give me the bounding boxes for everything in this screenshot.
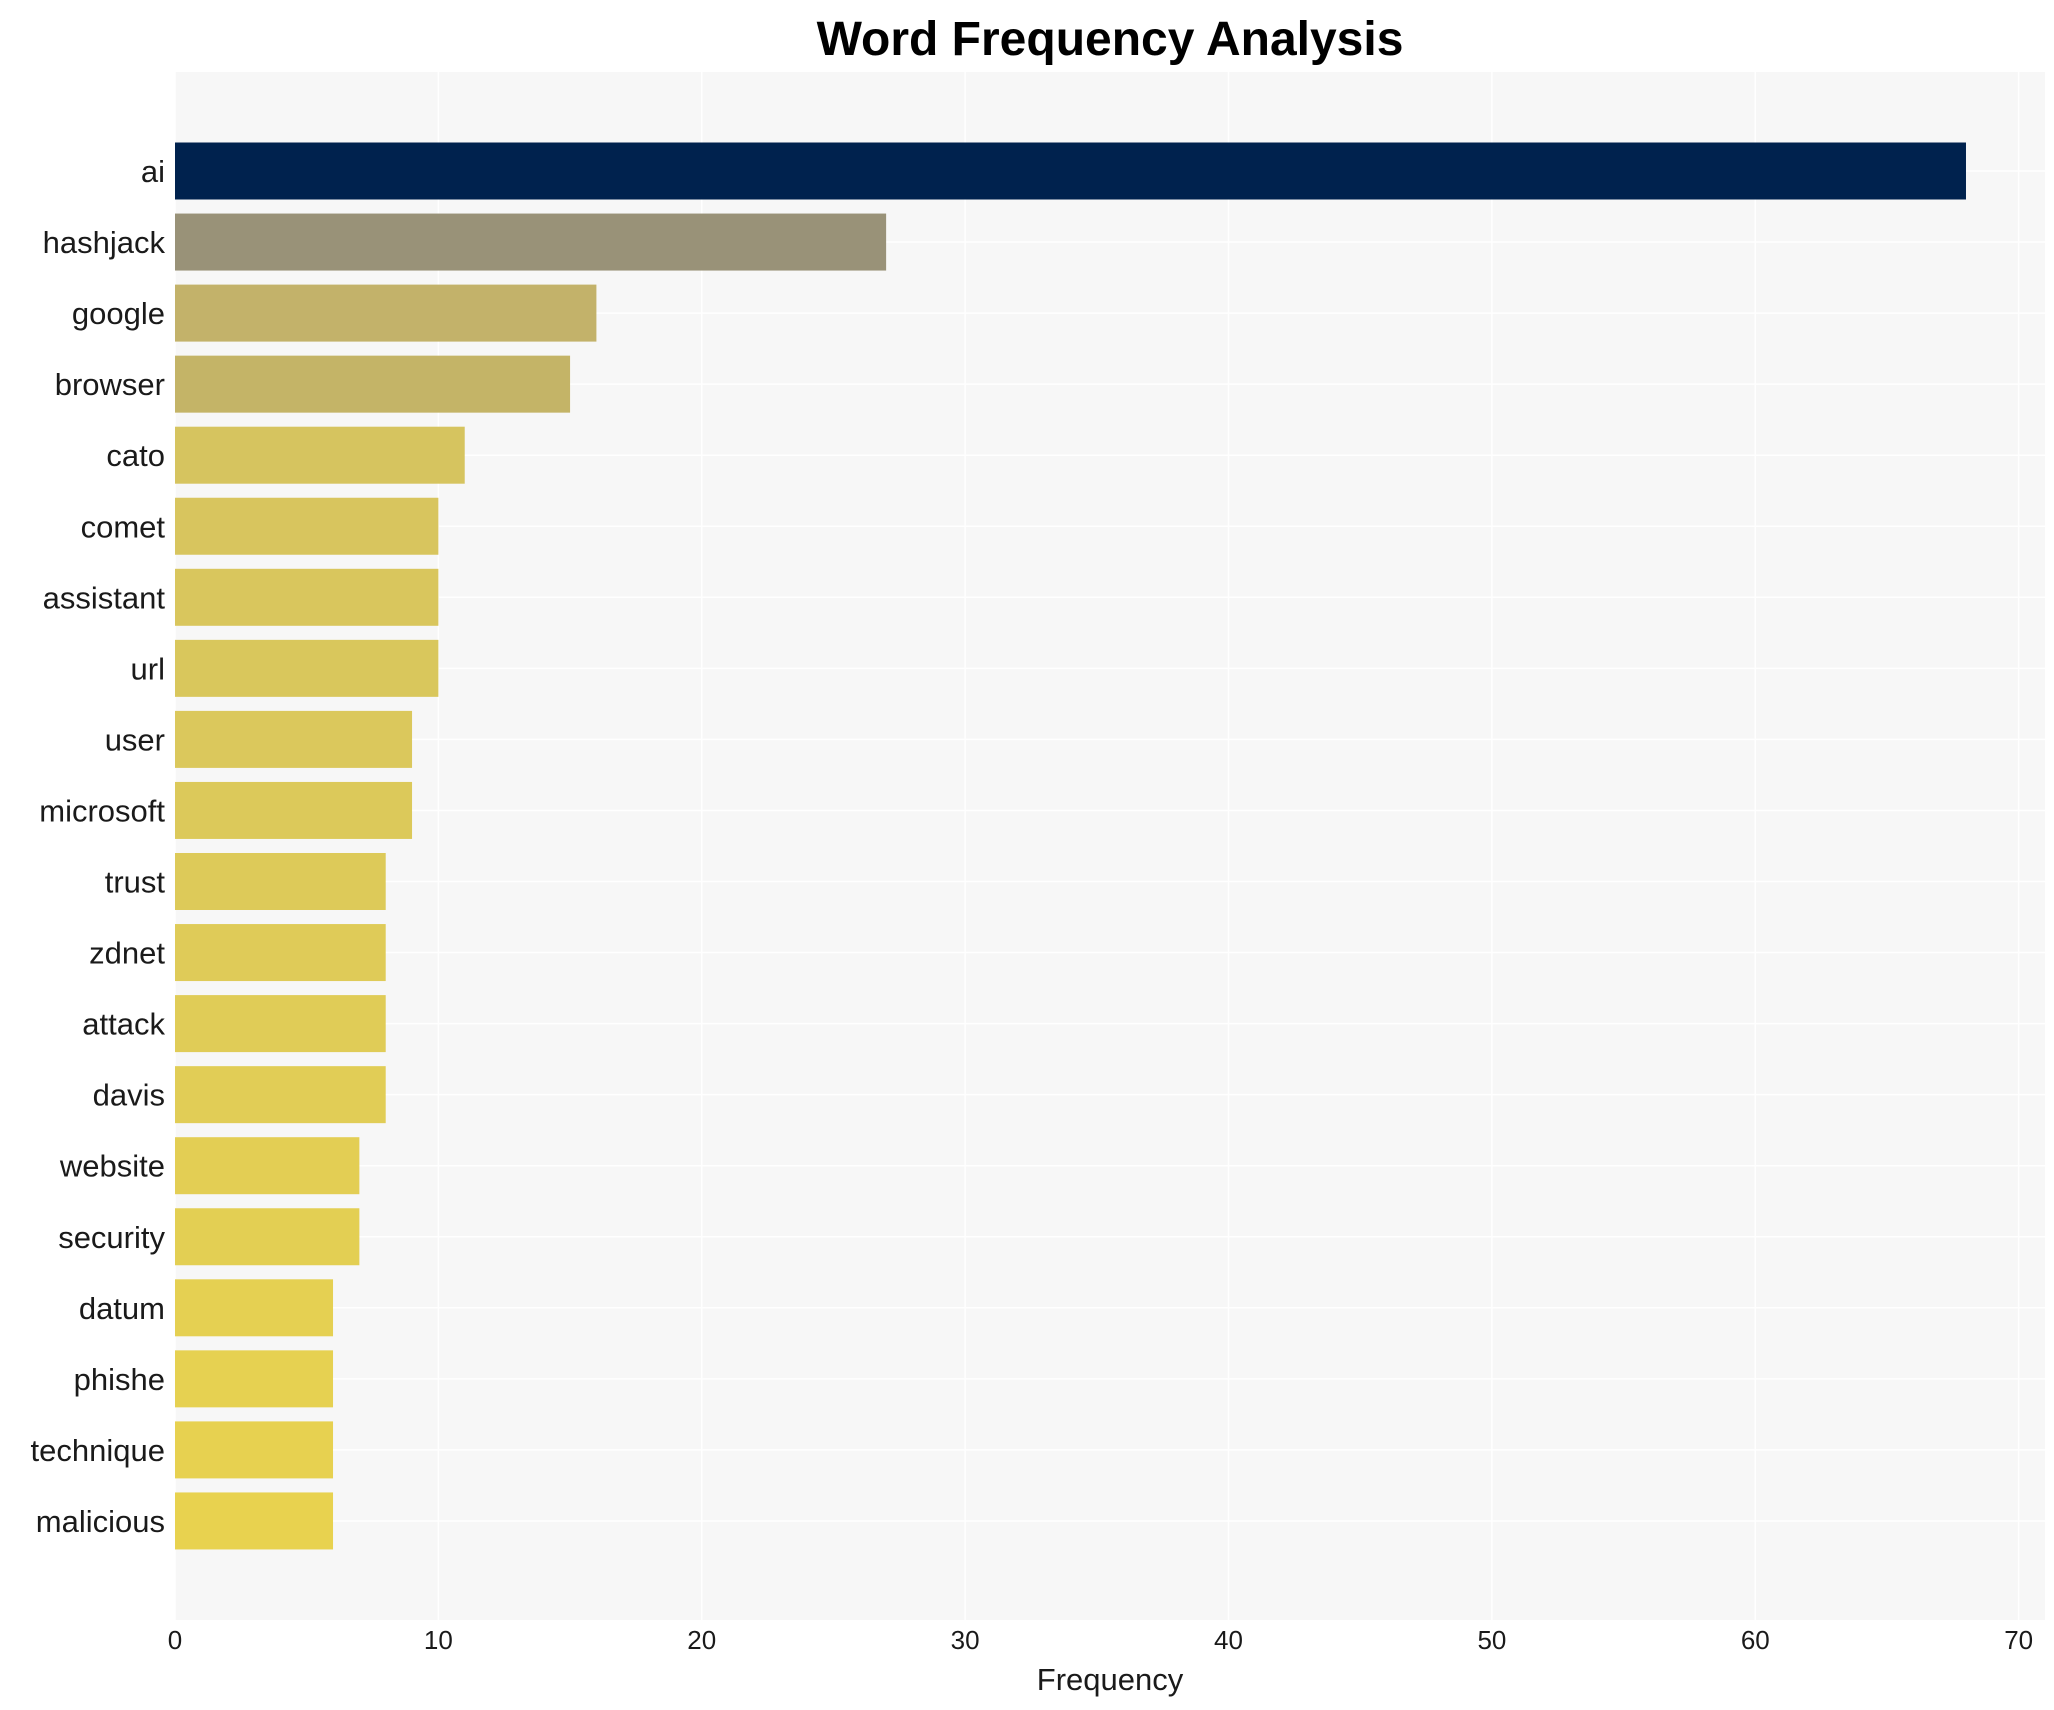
category-label-browser: browser bbox=[55, 367, 165, 402]
category-label-security: security bbox=[58, 1220, 165, 1255]
x-tick-label: 50 bbox=[1477, 1625, 1506, 1655]
bar-microsoft bbox=[175, 781, 413, 839]
bar-browser bbox=[175, 355, 571, 413]
bar-malicious bbox=[175, 1492, 334, 1550]
category-label-user: user bbox=[105, 722, 165, 757]
x-tick-label: 60 bbox=[1741, 1625, 1770, 1655]
x-axis-title: Frequency bbox=[1037, 1662, 1184, 1697]
bar-zdnet bbox=[175, 924, 386, 982]
bar-user bbox=[175, 710, 413, 768]
category-label-assistant: assistant bbox=[43, 580, 166, 615]
category-label-microsoft: microsoft bbox=[39, 793, 165, 828]
bar-url bbox=[175, 639, 439, 697]
category-label-zdnet: zdnet bbox=[89, 936, 165, 971]
bar-hashjack bbox=[175, 213, 887, 271]
category-label-hashjack: hashjack bbox=[43, 225, 166, 260]
category-labels: ai hashjack google browser cato comet assistan… bbox=[31, 154, 166, 1539]
grid-lines bbox=[174, 72, 2045, 1620]
category-label-cato: cato bbox=[106, 438, 165, 473]
bar-attack bbox=[175, 995, 386, 1053]
category-label-comet: comet bbox=[81, 509, 166, 544]
category-label-technique: technique bbox=[31, 1433, 165, 1468]
category-label-google: google bbox=[72, 296, 165, 331]
x-tick-label: 0 bbox=[168, 1625, 182, 1655]
category-label-trust: trust bbox=[105, 865, 166, 900]
bar-davis bbox=[175, 1066, 386, 1124]
category-label-malicious: malicious bbox=[36, 1504, 165, 1539]
category-label-datum: datum bbox=[79, 1291, 165, 1326]
category-label-url: url bbox=[131, 651, 165, 686]
x-tick-labels: 0 10 20 30 40 50 60 70 bbox=[168, 1625, 2033, 1655]
x-tick-label: 10 bbox=[424, 1625, 453, 1655]
category-label-ai: ai bbox=[141, 154, 165, 189]
category-label-davis: davis bbox=[93, 1078, 165, 1113]
x-tick-label: 30 bbox=[951, 1625, 980, 1655]
bar-website bbox=[175, 1137, 360, 1195]
category-label-website: website bbox=[59, 1149, 165, 1184]
bar-phishe bbox=[175, 1350, 334, 1408]
bars bbox=[175, 142, 1966, 1550]
bar-trust bbox=[175, 853, 386, 910]
bar-ai bbox=[175, 142, 1966, 200]
bar-google bbox=[175, 284, 597, 342]
bar-technique bbox=[175, 1421, 334, 1479]
bar-assistant bbox=[175, 568, 439, 626]
chart-title: Word Frequency Analysis bbox=[817, 13, 1404, 66]
bar-cato bbox=[175, 426, 465, 484]
bar-datum bbox=[175, 1279, 334, 1337]
x-tick-label: 20 bbox=[687, 1625, 716, 1655]
category-label-attack: attack bbox=[82, 1007, 165, 1042]
category-label-phishe: phishe bbox=[74, 1362, 165, 1397]
bar-comet bbox=[175, 497, 439, 555]
x-tick-label: 40 bbox=[1214, 1625, 1243, 1655]
x-tick-label: 70 bbox=[2004, 1625, 2033, 1655]
bar-security bbox=[175, 1208, 360, 1266]
